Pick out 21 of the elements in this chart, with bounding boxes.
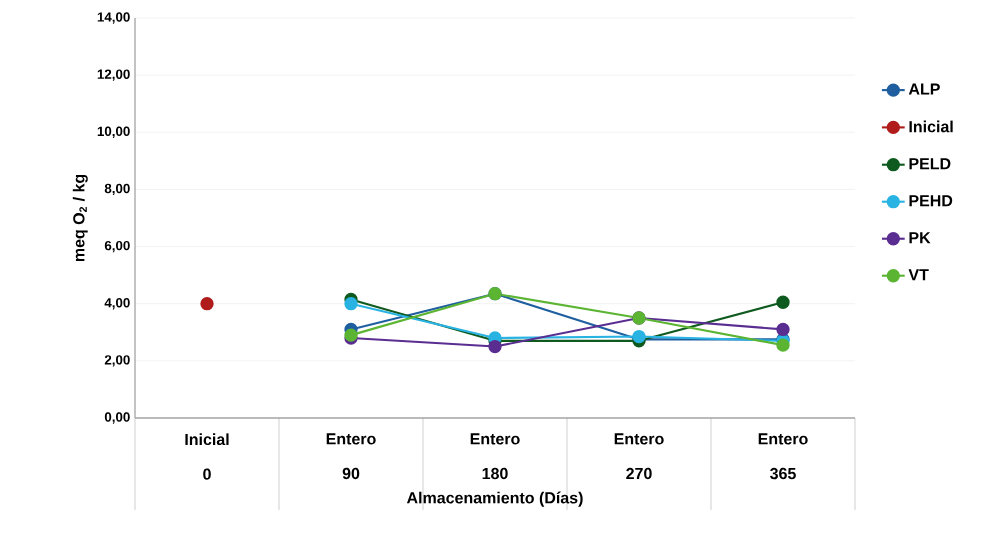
category-label: Entero 90 bbox=[326, 433, 376, 480]
category-label: Entero 365 bbox=[758, 433, 808, 480]
legend-label: ALP bbox=[908, 83, 940, 95]
legend-label: VT bbox=[908, 269, 929, 281]
legend-label: PK bbox=[909, 232, 931, 244]
y-tick-label: 4,00 bbox=[104, 298, 130, 310]
y-tick-label: 8,00 bbox=[104, 183, 130, 196]
y-tick-label: 6,00 bbox=[104, 240, 130, 253]
category-label: Inicial 0 bbox=[185, 433, 229, 480]
y-tick-label: 0,00 bbox=[104, 412, 130, 424]
legend-label: Inicial bbox=[909, 120, 953, 133]
y-tick-label: 14,00 bbox=[97, 12, 130, 24]
legend-label: PEHD bbox=[909, 195, 953, 207]
legend-label: PELD bbox=[909, 158, 951, 170]
y-tick-label: 10,00 bbox=[97, 126, 130, 138]
y-tick-label: 12,00 bbox=[97, 69, 130, 81]
y-tick-label: 2,00 bbox=[104, 355, 130, 367]
category-label: Entero 270 bbox=[614, 433, 664, 480]
x-axis-title: Almacenamiento (Días) bbox=[406, 491, 583, 507]
y-axis-title: meq O$_{2}$ / kg bbox=[72, 174, 88, 262]
category-label: Entero 180 bbox=[470, 433, 520, 480]
